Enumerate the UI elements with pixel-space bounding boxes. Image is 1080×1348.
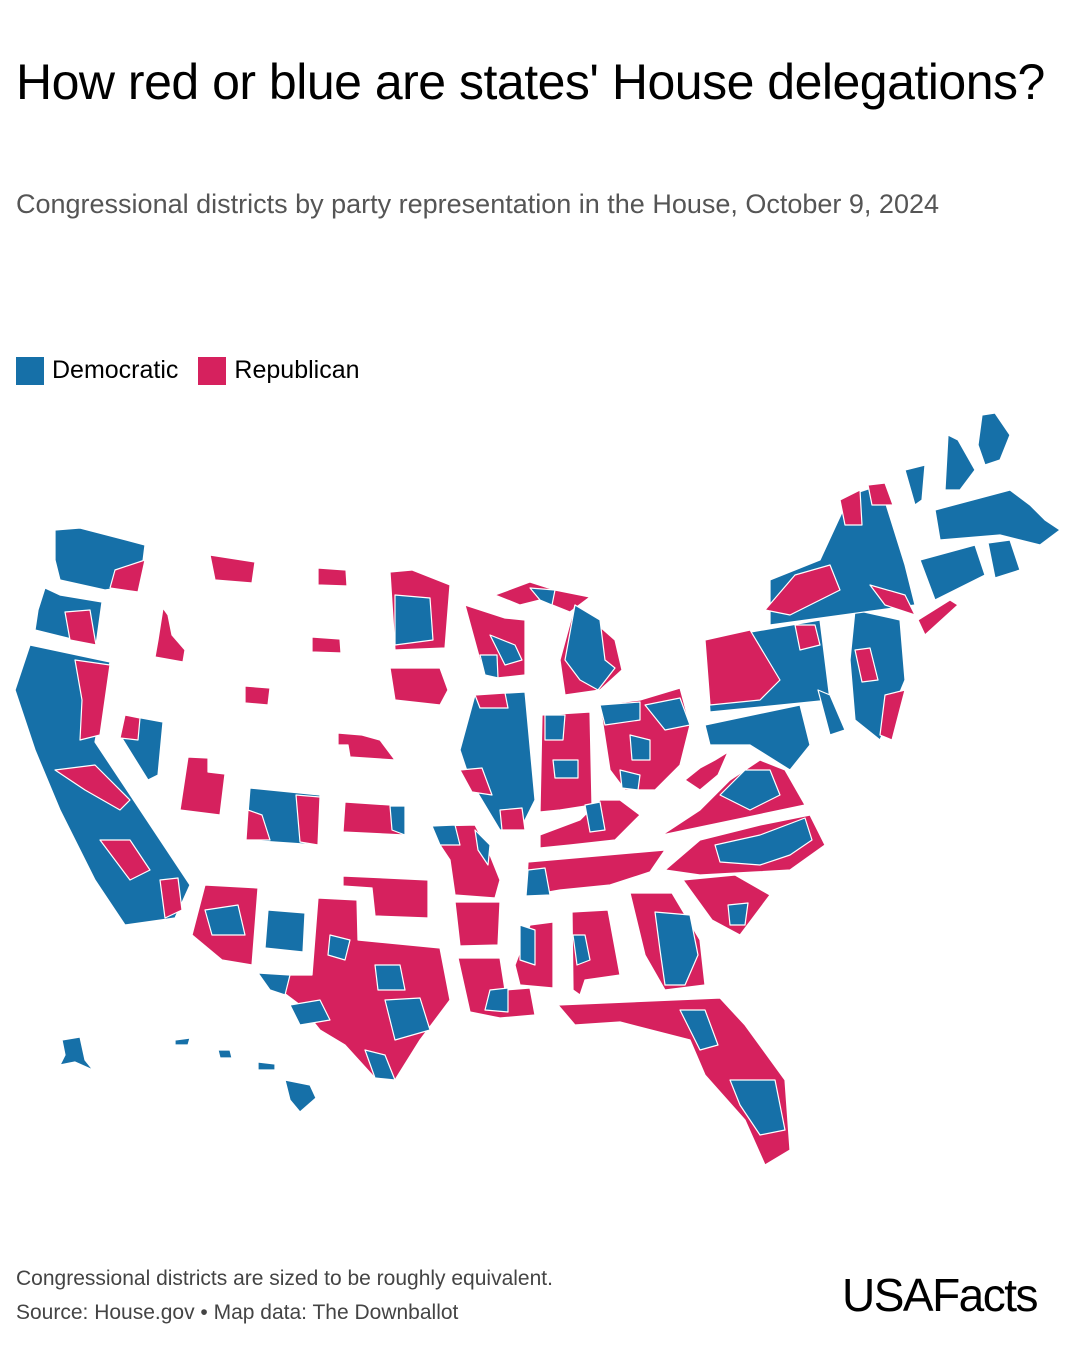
state-md — [704, 704, 811, 771]
state-ar — [454, 901, 501, 947]
state-id — [154, 607, 186, 663]
state-fl — [557, 997, 791, 1166]
state-ks — [342, 801, 406, 836]
state-mo — [431, 824, 501, 899]
state-ms — [514, 921, 554, 989]
usafacts-logo: USAFacts — [774, 1268, 1039, 1322]
state-nh — [944, 434, 976, 491]
state-ga — [629, 892, 706, 991]
state-nj — [849, 609, 906, 741]
legend-item-democratic: Democratic — [16, 356, 178, 385]
state-nm — [264, 909, 306, 953]
state-sd — [311, 636, 342, 654]
legend-label-republican: Republican — [234, 356, 360, 384]
state-ma — [934, 489, 1061, 546]
state-de — [817, 689, 846, 736]
chart-subtitle: Congressional districts by party represe… — [16, 189, 939, 219]
state-mn — [389, 569, 451, 651]
state-ne — [337, 732, 396, 761]
us-map-logo-icon — [776, 1280, 827, 1312]
state-mt — [209, 554, 256, 584]
logo-text: USAFacts — [842, 1269, 1039, 1321]
state-nd — [317, 567, 348, 587]
state-tn — [525, 849, 666, 897]
state-hi — [174, 1037, 317, 1113]
state-wa — [54, 527, 146, 593]
state-pa — [704, 619, 831, 713]
legend: Democratic Republican — [16, 356, 360, 385]
state-co — [245, 787, 321, 846]
state-nc — [664, 814, 826, 876]
state-ia — [389, 667, 449, 706]
state-me — [977, 412, 1011, 466]
state-ny — [764, 482, 959, 636]
chart-title: How red or blue are states' House delega… — [16, 53, 1045, 110]
state-ok — [342, 875, 429, 919]
state-sc — [682, 874, 771, 936]
state-ct — [919, 544, 986, 601]
state-mi — [494, 581, 623, 696]
republican-swatch — [198, 356, 227, 385]
footer-note: Congressional districts are sized to be … — [16, 1267, 553, 1290]
legend-item-republican: Republican — [198, 356, 360, 385]
state-oh — [599, 687, 691, 791]
state-in — [539, 711, 593, 813]
state-wi — [464, 604, 526, 679]
state-wv — [684, 751, 729, 791]
state-va — [661, 759, 806, 836]
state-il — [459, 691, 536, 831]
state-ky — [539, 799, 641, 849]
state-nv — [119, 714, 164, 781]
state-vt — [904, 464, 926, 506]
state-az — [191, 884, 259, 966]
state-ri — [987, 539, 1021, 579]
footer-source: Source: House.gov • Map data: The Downba… — [16, 1301, 459, 1324]
state-ca — [14, 644, 191, 926]
state-wy — [244, 685, 271, 706]
state-al — [571, 909, 621, 996]
democratic-swatch — [16, 356, 44, 385]
district-map — [14, 412, 1061, 1166]
state-or — [34, 587, 103, 646]
state-ak — [59, 1036, 94, 1071]
footer: Congressional districts are sized to be … — [16, 1262, 553, 1330]
legend-label-democratic: Democratic — [52, 356, 179, 384]
state-la — [457, 957, 536, 1019]
state-tx — [257, 897, 451, 1081]
state-ut — [179, 756, 226, 816]
